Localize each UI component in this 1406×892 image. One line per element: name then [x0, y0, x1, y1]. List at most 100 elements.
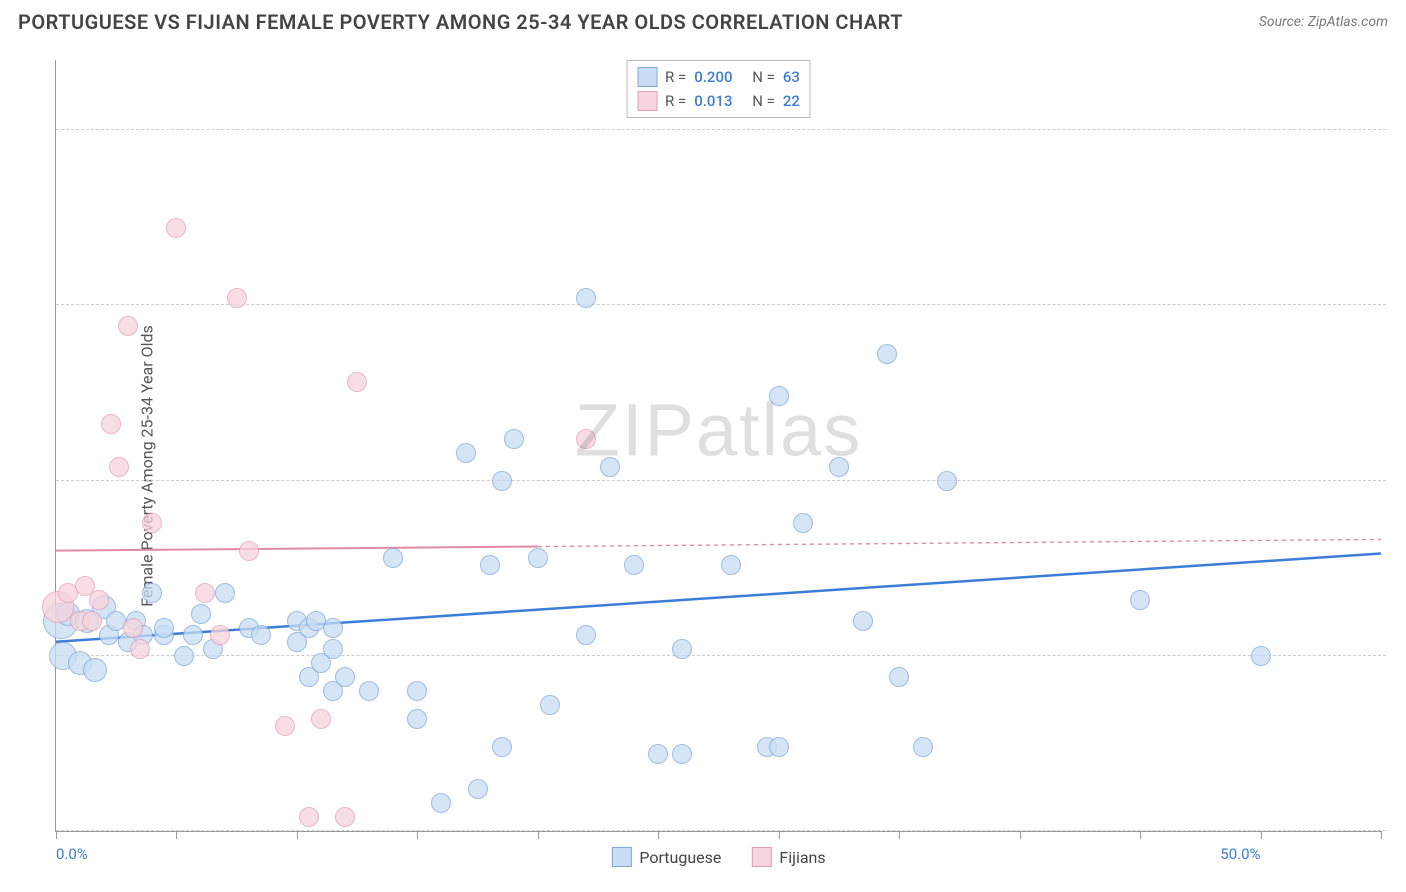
- data-point: [540, 695, 560, 715]
- r-label: R =: [665, 92, 686, 110]
- data-point: [769, 737, 789, 757]
- legend-item: Fijians: [751, 847, 825, 867]
- gridline-h: [56, 304, 1386, 305]
- data-point: [335, 807, 355, 827]
- data-point: [251, 625, 271, 645]
- data-point: [576, 288, 596, 308]
- data-point: [480, 555, 500, 575]
- legend-stats: R =0.200N =63R =0.013N =22: [626, 60, 811, 118]
- trend-line-solid: [56, 547, 538, 551]
- data-point: [672, 744, 692, 764]
- data-point: [82, 611, 102, 631]
- r-label: R =: [665, 68, 686, 86]
- header: PORTUGUESE VS FIJIAN FEMALE POVERTY AMON…: [0, 0, 1406, 40]
- n-value: 63: [783, 68, 800, 86]
- data-point: [492, 737, 512, 757]
- x-tick: [538, 831, 539, 839]
- source-name: ZipAtlas.com: [1308, 14, 1388, 30]
- data-point: [721, 555, 741, 575]
- x-tick: [417, 831, 418, 839]
- data-point: [383, 548, 403, 568]
- source: Source: ZipAtlas.com: [1259, 14, 1388, 30]
- x-tick: [779, 831, 780, 839]
- data-point: [853, 611, 873, 631]
- legend-swatch: [751, 847, 771, 867]
- data-point: [793, 513, 813, 533]
- data-point: [130, 639, 150, 659]
- legend-swatch: [637, 91, 657, 111]
- data-point: [109, 457, 129, 477]
- legend-label: Portuguese: [639, 848, 721, 867]
- data-point: [210, 625, 230, 645]
- gridline-h: [56, 480, 1386, 481]
- n-label: N =: [752, 68, 775, 86]
- data-point: [431, 793, 451, 813]
- data-point: [769, 386, 789, 406]
- data-point: [215, 583, 235, 603]
- data-point: [174, 646, 194, 666]
- n-label: N =: [752, 92, 775, 110]
- gridline-h: [56, 830, 1386, 831]
- data-point: [407, 681, 427, 701]
- data-point: [239, 541, 259, 561]
- data-point: [123, 618, 143, 638]
- r-value: 0.013: [694, 92, 744, 110]
- data-point: [672, 639, 692, 659]
- data-point: [101, 414, 121, 434]
- data-point: [1130, 590, 1150, 610]
- data-point: [407, 709, 427, 729]
- data-point: [89, 590, 109, 610]
- data-point: [528, 548, 548, 568]
- x-tick-label: 0.0%: [56, 845, 88, 863]
- data-point: [83, 658, 107, 682]
- data-point: [359, 681, 379, 701]
- gridline-h: [56, 655, 1386, 656]
- data-point: [183, 625, 203, 645]
- legend-label: Fijians: [779, 848, 825, 867]
- data-point: [456, 443, 476, 463]
- data-point: [299, 807, 319, 827]
- data-point: [877, 344, 897, 364]
- x-tick: [899, 831, 900, 839]
- x-tick: [1381, 831, 1382, 839]
- legend-series: Portuguese Fijians: [611, 847, 825, 867]
- legend-stats-row: R = 0.200 N = 63: [637, 65, 800, 89]
- data-point: [166, 218, 186, 238]
- x-tick-label: 50.0%: [1220, 845, 1260, 863]
- data-point: [468, 779, 488, 799]
- gridline-h: [56, 129, 1386, 130]
- x-tick: [658, 831, 659, 839]
- data-point: [600, 457, 620, 477]
- data-point: [323, 618, 343, 638]
- trend-lines: [56, 60, 1381, 831]
- y-tick-label: 12.5%: [1389, 629, 1406, 647]
- r-value: 0.200: [694, 68, 744, 86]
- data-point: [1251, 646, 1271, 666]
- chart-area: Female Poverty Among 25-34 Year Olds ZIP…: [0, 40, 1406, 892]
- source-label: Source:: [1259, 14, 1308, 30]
- legend-swatch: [637, 67, 657, 87]
- data-point: [227, 288, 247, 308]
- data-point: [275, 716, 295, 736]
- data-point: [937, 471, 957, 491]
- legend-swatch: [611, 847, 631, 867]
- data-point: [154, 618, 174, 638]
- data-point: [347, 372, 367, 392]
- data-point: [492, 471, 512, 491]
- legend-item: Portuguese: [611, 847, 721, 867]
- y-tick-label: 25.0%: [1389, 454, 1406, 472]
- x-tick: [56, 831, 57, 839]
- data-point: [648, 744, 668, 764]
- data-point: [504, 429, 524, 449]
- y-tick-label: 50.0%: [1389, 103, 1406, 121]
- data-point: [118, 316, 138, 336]
- data-point: [191, 604, 211, 624]
- x-tick: [176, 831, 177, 839]
- data-point: [889, 667, 909, 687]
- chart-title: PORTUGUESE VS FIJIAN FEMALE POVERTY AMON…: [18, 10, 903, 34]
- data-point: [142, 583, 162, 603]
- data-point: [195, 583, 215, 603]
- trend-line-dashed: [538, 539, 1381, 546]
- data-point: [576, 625, 596, 645]
- data-point: [913, 737, 933, 757]
